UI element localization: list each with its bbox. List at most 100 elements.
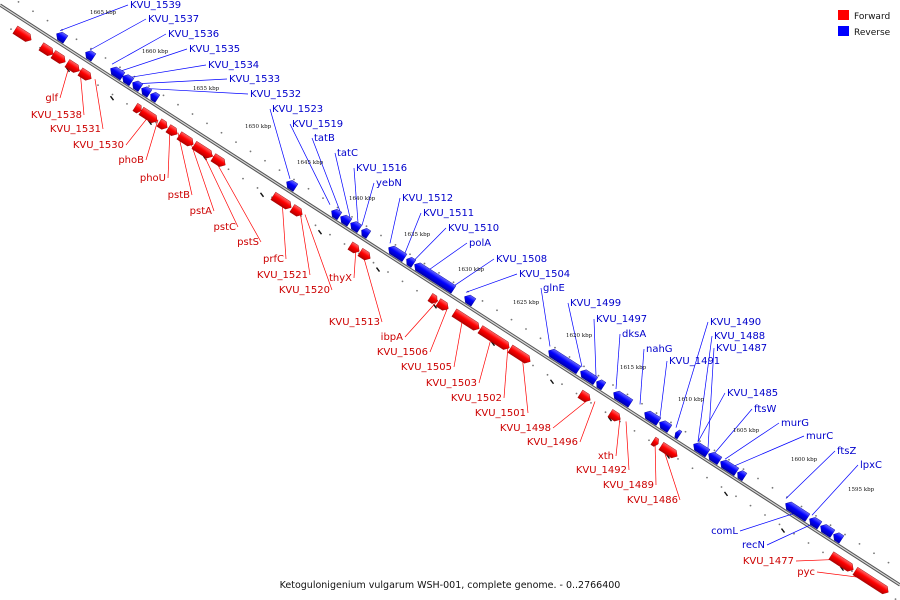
reverse-gene-label: yebN xyxy=(376,178,402,189)
forward-gene-glyph xyxy=(64,59,80,73)
forward-gene-glyph xyxy=(270,191,292,210)
forward-gene-label: KVU_1521 xyxy=(257,270,308,281)
forward-gene-glyph xyxy=(50,50,66,64)
reverse-gene-glyph xyxy=(56,31,69,44)
scale-tick-label: 1655 kbp xyxy=(193,86,220,92)
scale-tick-label: 1665 kbp xyxy=(90,10,117,16)
legend-reverse-label: Reverse xyxy=(854,28,891,38)
legend-forward-label: Forward xyxy=(854,12,890,22)
forward-gene-label: phoU xyxy=(140,173,166,184)
forward-gene-glyph xyxy=(477,325,510,350)
forward-gene-glyph xyxy=(191,140,213,159)
forward-gene-glyph xyxy=(132,102,142,114)
reverse-gene-glyph xyxy=(132,80,144,92)
scale-tick-label: 1630 kbp xyxy=(458,267,485,273)
reverse-gene-glyph xyxy=(361,228,372,239)
forward-gene-glyph xyxy=(165,124,178,136)
forward-gene-glyph xyxy=(77,67,92,81)
forward-gene-label: KVU_1502 xyxy=(451,393,502,404)
scale-tick-label: 1610 kbp xyxy=(678,397,705,403)
forward-gene-label: KVU_1531 xyxy=(50,124,101,135)
forward-gene-label: glf xyxy=(45,93,58,104)
forward-gene-glyph xyxy=(650,436,659,447)
forward-gene-glyph xyxy=(156,118,168,130)
forward-gene-label: pstS xyxy=(237,237,259,248)
legend-reverse-swatch xyxy=(838,26,849,36)
reverse-gene-label: tatC xyxy=(337,148,358,159)
forward-gene-label: pstC xyxy=(214,222,236,233)
reverse-gene-label: recN xyxy=(742,540,765,551)
reverse-gene-label: KVU_1537 xyxy=(148,14,199,25)
reverse-gene-label: KVU_1497 xyxy=(596,314,647,325)
forward-gene-label: phoB xyxy=(118,155,144,166)
forward-gene-glyph xyxy=(210,153,226,167)
reverse-gene-glyph xyxy=(150,92,161,103)
reverse-gene-glyph xyxy=(548,348,582,375)
reverse-gene-glyph xyxy=(110,66,126,81)
forward-gene-label: KVU_1513 xyxy=(329,317,380,328)
reverse-gene-glyph xyxy=(464,294,477,307)
forward-gene-label: KVU_1486 xyxy=(627,495,678,506)
reverse-gene-label: ftsW xyxy=(754,404,776,415)
reverse-gene-label: glnE xyxy=(543,283,565,294)
forward-gene-glyph xyxy=(507,344,531,364)
forward-gene-glyph xyxy=(451,308,480,331)
reverse-gene-glyph xyxy=(785,501,811,522)
scale-tick-label: 1620 kbp xyxy=(566,333,593,339)
forward-gene-label: pstB xyxy=(168,190,190,201)
forward-gene-glyph xyxy=(658,441,678,459)
scale-tick-label: 1595 kbp xyxy=(848,487,875,493)
forward-gene-label: ibpA xyxy=(381,332,403,343)
reverse-gene-label: KVU_1535 xyxy=(189,44,240,55)
reverse-gene-label: KVU_1534 xyxy=(208,60,259,71)
forward-gene-glyph xyxy=(176,131,194,147)
reverse-gene-glyph xyxy=(388,245,408,262)
reverse-gene-glyph xyxy=(693,442,711,458)
scale-tick-label: 1605 kbp xyxy=(733,428,760,434)
forward-gene-glyph xyxy=(357,247,371,261)
forward-gene-label: xth xyxy=(598,451,614,462)
reverse-gene-glyph xyxy=(580,369,599,386)
reverse-gene-label: KVU_1533 xyxy=(229,74,280,85)
reverse-gene-glyph xyxy=(340,214,353,227)
reverse-gene-label: KVU_1511 xyxy=(423,208,474,219)
forward-gene-label: KVU_1506 xyxy=(377,347,428,358)
reverse-gene-label: KVU_1488 xyxy=(714,331,765,342)
reverse-gene-glyph xyxy=(659,420,673,433)
reverse-gene-label: nahG xyxy=(646,344,673,355)
reverse-gene-label: KVU_1491 xyxy=(669,356,720,367)
forward-gene-label: pyc xyxy=(797,567,815,578)
scale-tick-label: 1650 kbp xyxy=(245,124,272,130)
reverse-gene-label: KVU_1539 xyxy=(130,0,181,11)
reverse-gene-label: KVU_1510 xyxy=(448,223,499,234)
reverse-gene-label: lpxC xyxy=(860,460,882,471)
forward-gene-label: KVU_1492 xyxy=(576,465,627,476)
forward-gene-glyph xyxy=(38,42,54,56)
reverse-gene-glyph xyxy=(833,532,845,544)
reverse-gene-label: murC xyxy=(806,431,833,442)
legend-forward-swatch xyxy=(838,10,849,20)
forward-gene-label: KVU_1538 xyxy=(31,110,82,121)
reverse-gene-label: KVU_1490 xyxy=(710,317,761,328)
backbone xyxy=(0,3,900,587)
reverse-gene-glyph xyxy=(720,459,740,476)
reverse-gene-glyph xyxy=(141,86,153,98)
reverse-gene-label: KVU_1508 xyxy=(496,254,547,265)
reverse-gene-glyph xyxy=(350,221,363,233)
forward-gene-label: prfC xyxy=(263,254,284,265)
reverse-gene-glyph xyxy=(613,390,634,408)
forward-gene-label: pstA xyxy=(190,206,212,217)
forward-gene-label: KVU_1477 xyxy=(743,556,794,567)
forward-gene-glyph xyxy=(289,204,303,217)
reverse-gene-label: murG xyxy=(781,418,809,429)
reverse-gene-label: KVU_1487 xyxy=(716,343,767,354)
forward-gene-glyph xyxy=(435,298,449,311)
reverse-gene-glyph xyxy=(708,452,723,465)
forward-gene-glyph xyxy=(577,389,591,403)
scale-tick-label: 1615 kbp xyxy=(620,365,647,371)
forward-gene-label: KVU_1489 xyxy=(603,480,654,491)
reverse-gene-label: KVU_1516 xyxy=(356,163,407,174)
forward-gene-glyph xyxy=(347,241,360,254)
reverse-gene-glyph xyxy=(674,429,683,440)
